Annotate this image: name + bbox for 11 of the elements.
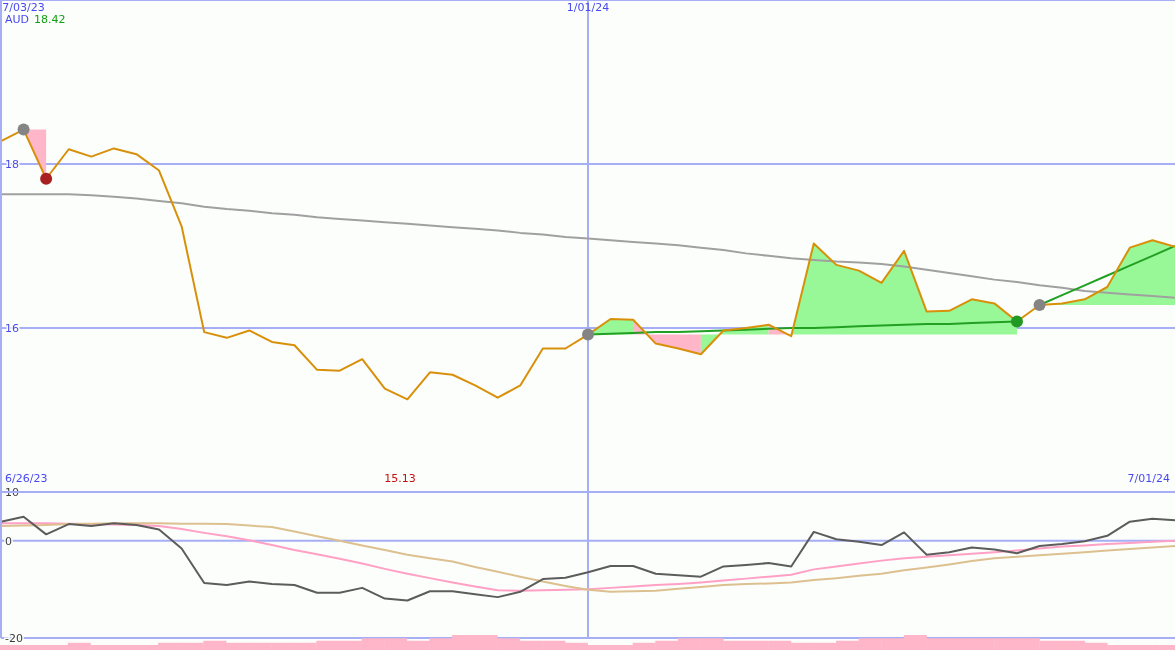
y-tick-label: 0 bbox=[5, 534, 12, 548]
y-axis-title: AUD bbox=[5, 13, 30, 26]
y-tick-label: -20 bbox=[5, 631, 23, 645]
annotation: 7/01/24 bbox=[1127, 472, 1170, 485]
x-tick-label: 7/03/23 bbox=[2, 1, 45, 14]
annotation: 18.42 bbox=[34, 13, 66, 26]
y-tick-label: 18 bbox=[5, 157, 19, 171]
annotation: 6/26/23 bbox=[5, 472, 48, 485]
y-tick-label: 16 bbox=[5, 321, 19, 335]
annotation: 15.13 bbox=[384, 472, 416, 485]
x-tick-label: 1/01/24 bbox=[566, 1, 610, 14]
